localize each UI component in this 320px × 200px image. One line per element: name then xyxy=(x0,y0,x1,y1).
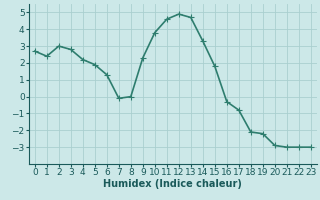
X-axis label: Humidex (Indice chaleur): Humidex (Indice chaleur) xyxy=(103,179,242,189)
